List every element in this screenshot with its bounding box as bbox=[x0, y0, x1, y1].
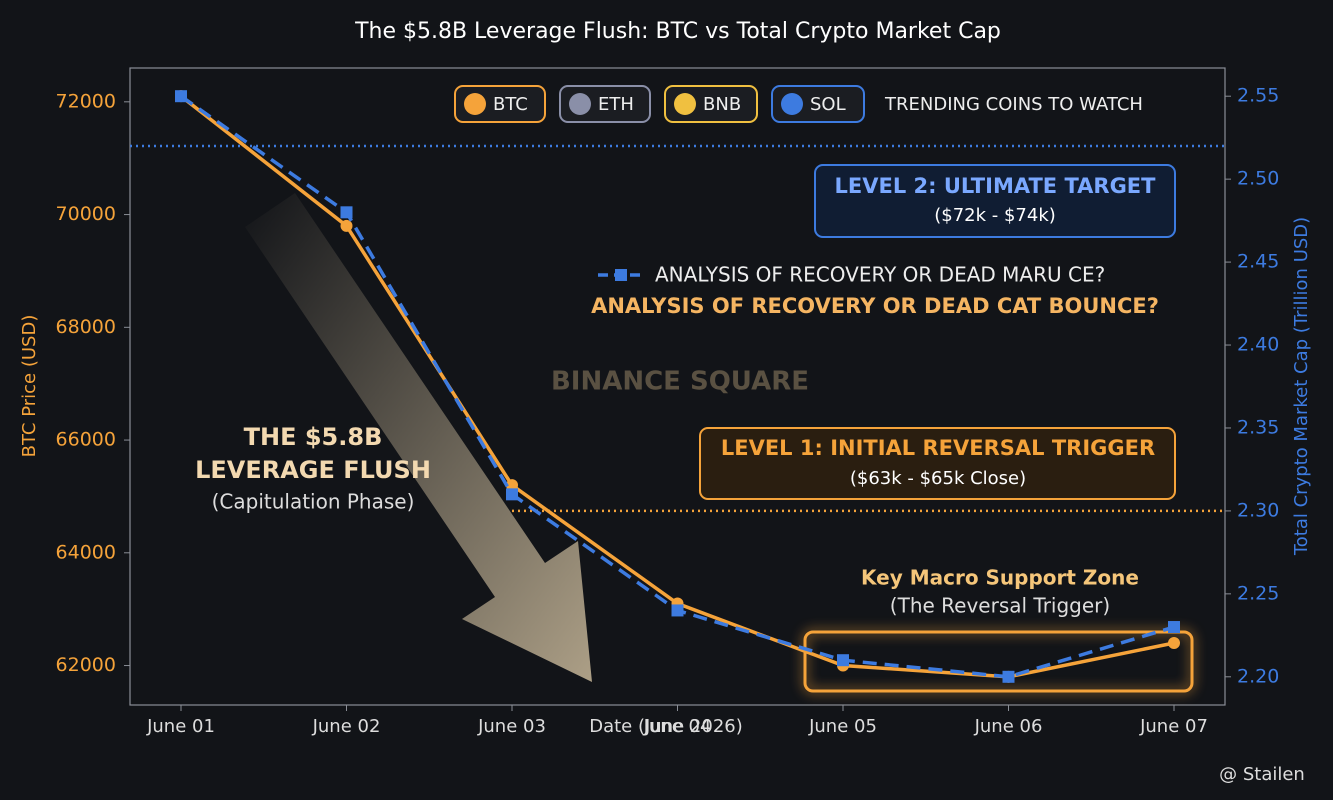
legend-marker bbox=[615, 269, 627, 281]
chart-title: The $5.8B Leverage Flush: BTC vs Total C… bbox=[354, 19, 1001, 44]
annotation: BINANCE SQUARE bbox=[551, 367, 809, 397]
x-tick-label: June 03 bbox=[477, 716, 546, 737]
x-tick-label: June 05 bbox=[808, 716, 877, 737]
y2-axis-label: Total Crypto Market Cap (Trillion USD) bbox=[1291, 217, 1312, 556]
coins-note: TRENDING COINS TO WATCH bbox=[884, 94, 1143, 115]
y-tick-label: 64000 bbox=[56, 541, 116, 563]
y2-tick-label: 2.50 bbox=[1237, 168, 1279, 190]
annotation: (Capitulation Phase) bbox=[212, 490, 415, 514]
y2-tick-label: 2.30 bbox=[1237, 499, 1279, 521]
annotation: ($72k - $74k) bbox=[934, 205, 1056, 226]
x-tick-label: June 04 bbox=[643, 716, 712, 737]
y-tick-label: 66000 bbox=[56, 429, 116, 451]
legend-label: ANALYSIS OF RECOVERY OR DEAD MARU CE? bbox=[655, 263, 1105, 287]
series-marker bbox=[340, 219, 353, 232]
x-tick-label: June 07 bbox=[1139, 716, 1208, 737]
coin-icon bbox=[464, 93, 486, 115]
y2-tick-label: 2.25 bbox=[1237, 582, 1279, 604]
annotation: ANALYSIS OF RECOVERY OR DEAD CAT BOUNCE? bbox=[591, 294, 1159, 318]
series-marker bbox=[1002, 670, 1015, 683]
x-axis-label: Date (June 2026) bbox=[589, 716, 743, 737]
series-marker bbox=[1168, 636, 1180, 649]
y-tick-label: 68000 bbox=[56, 316, 116, 338]
annotation: Key Macro Support Zone bbox=[861, 566, 1139, 590]
y-tick-label: 62000 bbox=[56, 654, 116, 676]
trend-arrow bbox=[245, 193, 592, 682]
coin-label: BNB bbox=[703, 94, 741, 115]
annotation: (The Reversal Trigger) bbox=[890, 594, 1110, 618]
series-marker bbox=[1168, 621, 1180, 634]
series-marker bbox=[837, 654, 849, 667]
level2-box bbox=[814, 164, 1176, 238]
coin-icon bbox=[674, 93, 696, 115]
x-tick-label: June 02 bbox=[312, 716, 381, 737]
annotation: THE $5.8B bbox=[244, 423, 383, 451]
coin-icon bbox=[781, 93, 803, 115]
annotation: ($63k - $65k Close) bbox=[850, 468, 1026, 489]
y2-tick-label: 2.35 bbox=[1237, 416, 1279, 438]
coin-label: ETH bbox=[598, 94, 634, 115]
series-marker bbox=[506, 488, 518, 501]
x-tick-label: June 01 bbox=[146, 716, 215, 737]
y2-tick-label: 2.45 bbox=[1237, 251, 1279, 273]
series-marker bbox=[340, 206, 353, 219]
y-tick-label: 72000 bbox=[56, 90, 116, 112]
y2-tick-label: 2.40 bbox=[1237, 334, 1279, 356]
coin-label: SOL bbox=[810, 94, 846, 115]
y-tick-label: 70000 bbox=[56, 203, 116, 225]
x-tick-label: June 06 bbox=[974, 716, 1043, 737]
coin-label: BTC bbox=[493, 94, 528, 115]
series-marker bbox=[671, 604, 684, 617]
series-marker bbox=[506, 479, 518, 492]
level1-box bbox=[699, 427, 1176, 500]
annotation: LEVEL 2: ULTIMATE TARGET bbox=[835, 174, 1157, 198]
y2-tick-label: 2.55 bbox=[1237, 85, 1279, 107]
coin-icon bbox=[569, 93, 591, 115]
y2-tick-label: 2.20 bbox=[1237, 665, 1279, 687]
annotation: LEVEL 1: INITIAL REVERSAL TRIGGER bbox=[721, 436, 1155, 460]
credit: @ Stailen bbox=[1219, 764, 1305, 785]
series-marker bbox=[175, 90, 187, 103]
y-axis-label: BTC Price (USD) bbox=[19, 315, 40, 458]
annotation: LEVERAGE FLUSH bbox=[195, 456, 431, 484]
support-zone-box bbox=[803, 630, 1194, 693]
